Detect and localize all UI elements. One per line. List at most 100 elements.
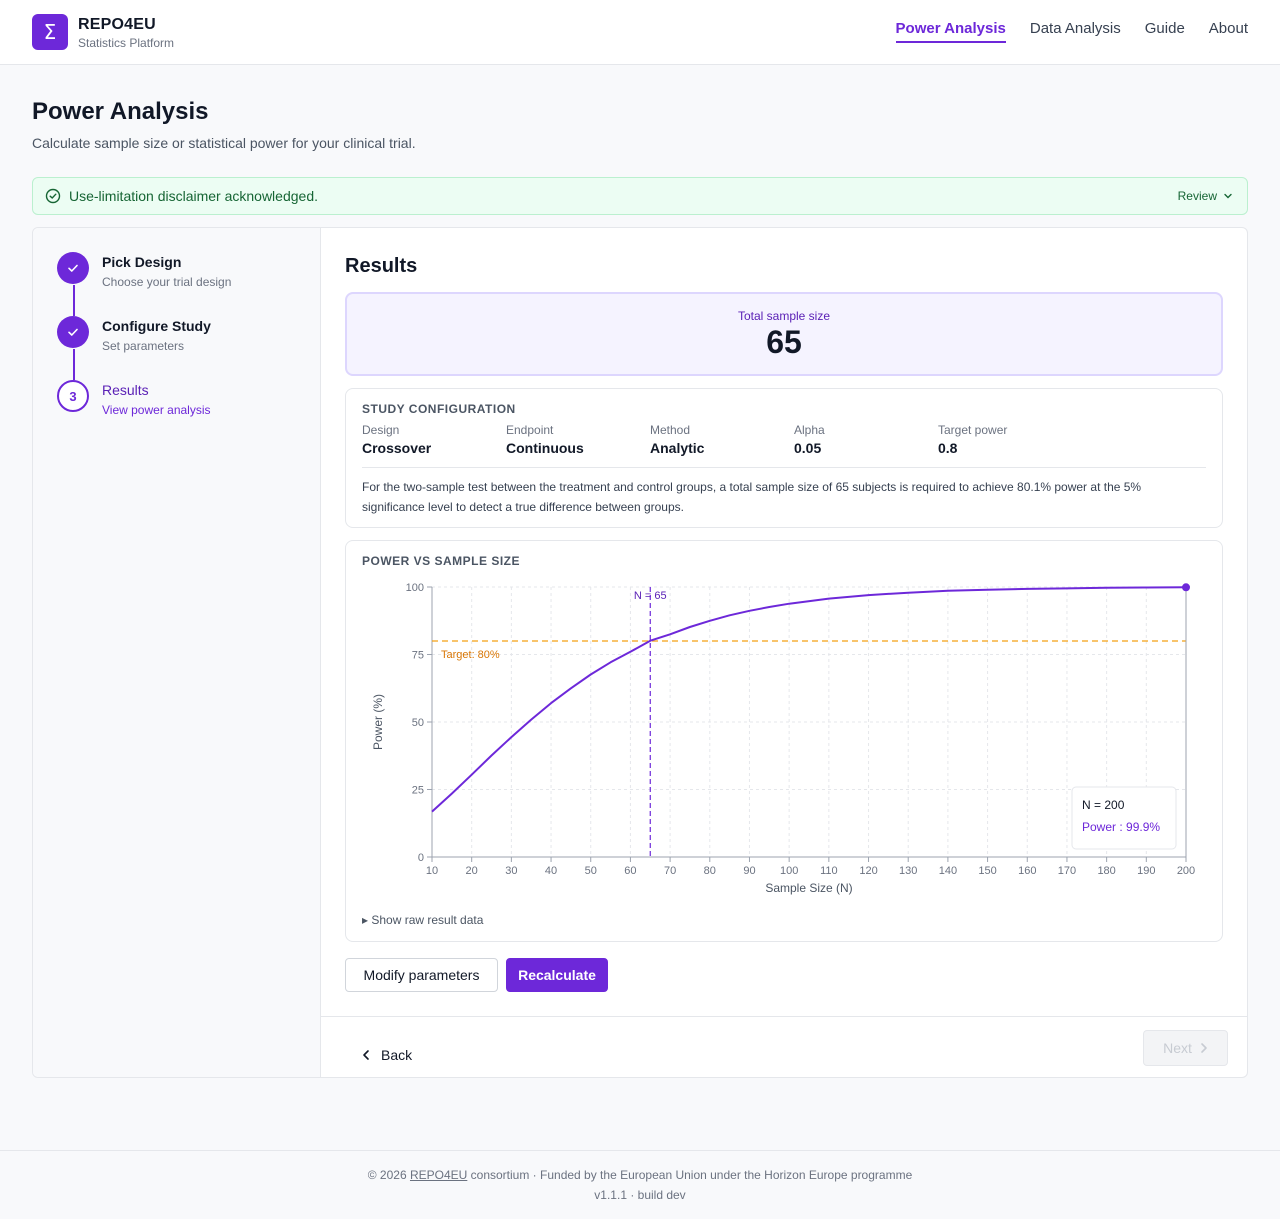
x-tick-label: 180 (1097, 865, 1115, 877)
disclaimer-banner: Use-limitation disclaimer acknowledged. … (32, 177, 1248, 215)
page-title: Power Analysis (32, 98, 209, 125)
nav-power-analysis[interactable]: Power Analysis (895, 20, 1006, 43)
total-sample-size-card: Total sample size 65 (345, 292, 1223, 376)
nav-about[interactable]: About (1208, 20, 1248, 37)
x-tick-label: 10 (426, 865, 438, 877)
config-label: Design (362, 423, 400, 437)
recalculate-button[interactable]: Recalculate (506, 958, 608, 992)
check-circle-icon (45, 188, 61, 204)
chart-heading: Power vs Sample Size (362, 554, 521, 568)
nav-data-analysis[interactable]: Data Analysis (1029, 20, 1121, 37)
checkmark-icon (68, 264, 78, 272)
target-power-label: Target: 80% (441, 649, 500, 661)
power-chart-card: Power vs Sample Size 10 20 30 40 50 60 70 80 90 1… (345, 540, 1223, 942)
x-tick-label: 200 (1177, 865, 1195, 877)
x-tick-label: 150 (978, 865, 996, 877)
config-method: Method Analytic (650, 423, 704, 456)
page-subtitle: Calculate sample size or statistical pow… (32, 135, 416, 151)
config-value: 0.8 (938, 440, 958, 456)
y-tick-label: 25 (412, 785, 424, 797)
footer-suffix: consortium · Funded by the European Unio… (467, 1168, 913, 1182)
step-description: Set parameters (102, 339, 185, 353)
step-title: Configure Study (102, 318, 211, 334)
x-tick-label: 120 (859, 865, 877, 877)
app-name[interactable]: REPO4EU (78, 16, 156, 33)
review-disclaimer-button[interactable]: Review (1178, 189, 1233, 203)
x-tick-label: 90 (743, 865, 755, 877)
x-tick-label: 170 (1058, 865, 1076, 877)
step-description: Choose your trial design (102, 275, 232, 289)
step-description: View power analysis (102, 403, 211, 417)
step-title: Results (102, 382, 149, 398)
chart-tooltip (1071, 786, 1177, 850)
x-tick-label: 30 (505, 865, 517, 877)
x-tick-label: 20 (466, 865, 478, 877)
chevron-left-icon (363, 1050, 369, 1060)
x-tick-label: 100 (780, 865, 798, 877)
x-tick-label: 140 (939, 865, 957, 877)
footer-link-repo4eu[interactable]: REPO4EU (409, 1168, 468, 1182)
modify-parameters-button[interactable]: Modify parameters (345, 958, 498, 992)
step-connector (73, 285, 75, 316)
x-tick-label: 110 (820, 865, 838, 877)
x-tick-label: 80 (704, 865, 716, 877)
x-axis-label: Sample Size (N) (765, 881, 852, 895)
config-label: Endpoint (506, 423, 554, 437)
y-tick-label: 75 (412, 650, 424, 662)
step-sidebar: Pick Design Choose your trial design Con… (33, 228, 321, 1077)
nav-guide[interactable]: Guide (1144, 20, 1185, 37)
config-design: Design Crossover (362, 423, 431, 456)
footer-prefix: © 2026 (367, 1168, 410, 1182)
config-label: Method (650, 423, 691, 437)
sigma-logo-icon[interactable]: Σ (32, 14, 68, 50)
show-raw-data-toggle[interactable]: ▸ Show raw result data (362, 913, 484, 927)
config-value: 0.05 (794, 440, 822, 456)
active-data-point (1182, 583, 1190, 592)
config-alpha: Alpha 0.05 (794, 423, 825, 456)
back-button[interactable]: Back (355, 1036, 433, 1074)
y-tick-label: 100 (406, 582, 424, 594)
chevron-down-icon (1224, 193, 1232, 199)
config-target-power: Target power 0.8 (938, 423, 1007, 456)
study-configuration-heading: Study Configuration (362, 402, 516, 416)
x-tick-label: 130 (899, 865, 917, 877)
next-button[interactable]: Next (1143, 1030, 1228, 1066)
divider (321, 1016, 1247, 1017)
y-axis-label: Power (%) (371, 694, 385, 750)
config-value: Continuous (506, 440, 584, 456)
wizard-card: Pick Design Choose your trial design Con… (32, 227, 1248, 1078)
x-tick-label: 190 (1137, 865, 1155, 877)
step-connector (73, 349, 75, 380)
review-label: Review (1177, 189, 1217, 203)
power-vs-sample-size-chart[interactable]: 10 20 30 40 50 60 70 80 90 100 110 120 130 140 150 160 1… (346, 571, 1224, 901)
x-tick-label: 60 (624, 865, 636, 877)
main-nav: Power Analysis Data Analysis Guide About (895, 20, 1248, 43)
checkmark-icon (68, 328, 78, 336)
total-sample-size-label: Total sample size (737, 309, 831, 323)
back-label: Back (381, 1047, 413, 1063)
x-tick-label: 70 (664, 865, 676, 877)
step-complete-icon (57, 316, 89, 348)
config-label: Alpha (794, 423, 825, 437)
footer-copyright: © 2026 REPO4EU consortium · Funded by th… (0, 1168, 1280, 1182)
tooltip-value: Power : 99.9% (1082, 820, 1160, 834)
x-tick-label: 160 (1018, 865, 1036, 877)
x-tick-label: 40 (545, 865, 557, 877)
divider (362, 467, 1206, 468)
required-n-label: N = 65 (634, 590, 667, 602)
step-complete-icon (57, 252, 89, 284)
power-curve (431, 586, 1187, 813)
config-endpoint: Endpoint Continuous (506, 423, 584, 456)
next-label: Next (1163, 1040, 1192, 1056)
config-value: Crossover (362, 440, 432, 456)
y-tick-label: 0 (418, 852, 424, 864)
app-subtitle: Statistics Platform (78, 36, 175, 50)
total-sample-size-value: 65 (766, 324, 802, 360)
results-title: Results (345, 255, 418, 277)
study-configuration-card: Study Configuration Design Crossover End… (345, 388, 1223, 528)
config-value: Analytic (650, 440, 705, 456)
x-tick-label: 50 (585, 865, 597, 877)
page-footer: © 2026 REPO4EU consortium · Funded by th… (0, 1150, 1280, 1219)
results-summary-text: For the two-sample test between the trea… (362, 480, 1142, 514)
chevron-right-icon (1201, 1043, 1207, 1053)
